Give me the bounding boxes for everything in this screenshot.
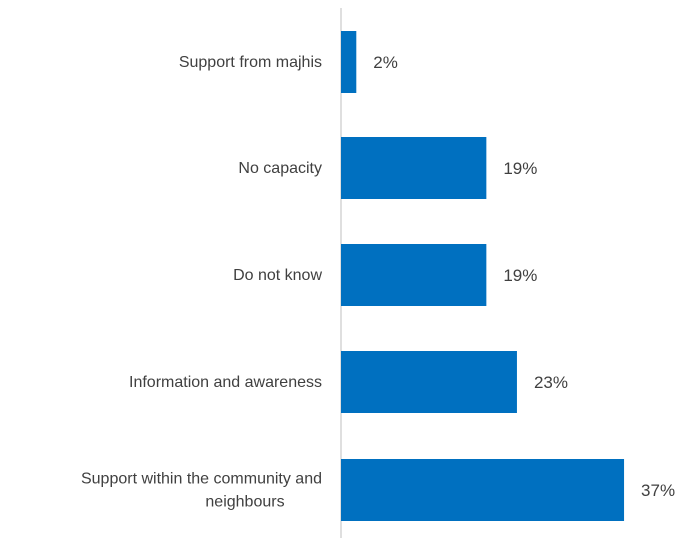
bars-group bbox=[341, 31, 625, 521]
data-label-4: 23% bbox=[534, 373, 568, 392]
category-label-line: Support from majhis bbox=[179, 54, 322, 71]
category-label-2: No capacity bbox=[238, 160, 322, 177]
data-label-1: 2% bbox=[373, 53, 398, 72]
data-labels-group: 2% 19% 19% 23% 37% bbox=[373, 53, 675, 500]
bar-5 bbox=[341, 459, 625, 521]
category-labels-group: Support from majhis No capacity Do not kno… bbox=[81, 54, 322, 511]
bar-4 bbox=[341, 351, 517, 413]
category-label-line: Do not know bbox=[233, 267, 322, 284]
category-label-line: Information and awareness bbox=[129, 374, 322, 391]
category-label-line: No capacity bbox=[238, 160, 322, 177]
category-label-3: Do not know bbox=[233, 267, 322, 284]
category-label-1: Support from majhis bbox=[179, 54, 322, 71]
data-label-2: 19% bbox=[503, 159, 537, 178]
category-label-5: Support within the community and neighbou… bbox=[81, 471, 322, 511]
category-label-4: Information and awareness bbox=[129, 374, 322, 391]
category-label-line: Support within the community and bbox=[81, 471, 322, 488]
bar-3 bbox=[341, 244, 487, 306]
bar-2 bbox=[341, 137, 487, 199]
category-label-line: neighbours bbox=[205, 494, 284, 511]
data-label-3: 19% bbox=[503, 266, 537, 285]
bar-1 bbox=[341, 31, 357, 93]
data-label-5: 37% bbox=[641, 481, 675, 500]
